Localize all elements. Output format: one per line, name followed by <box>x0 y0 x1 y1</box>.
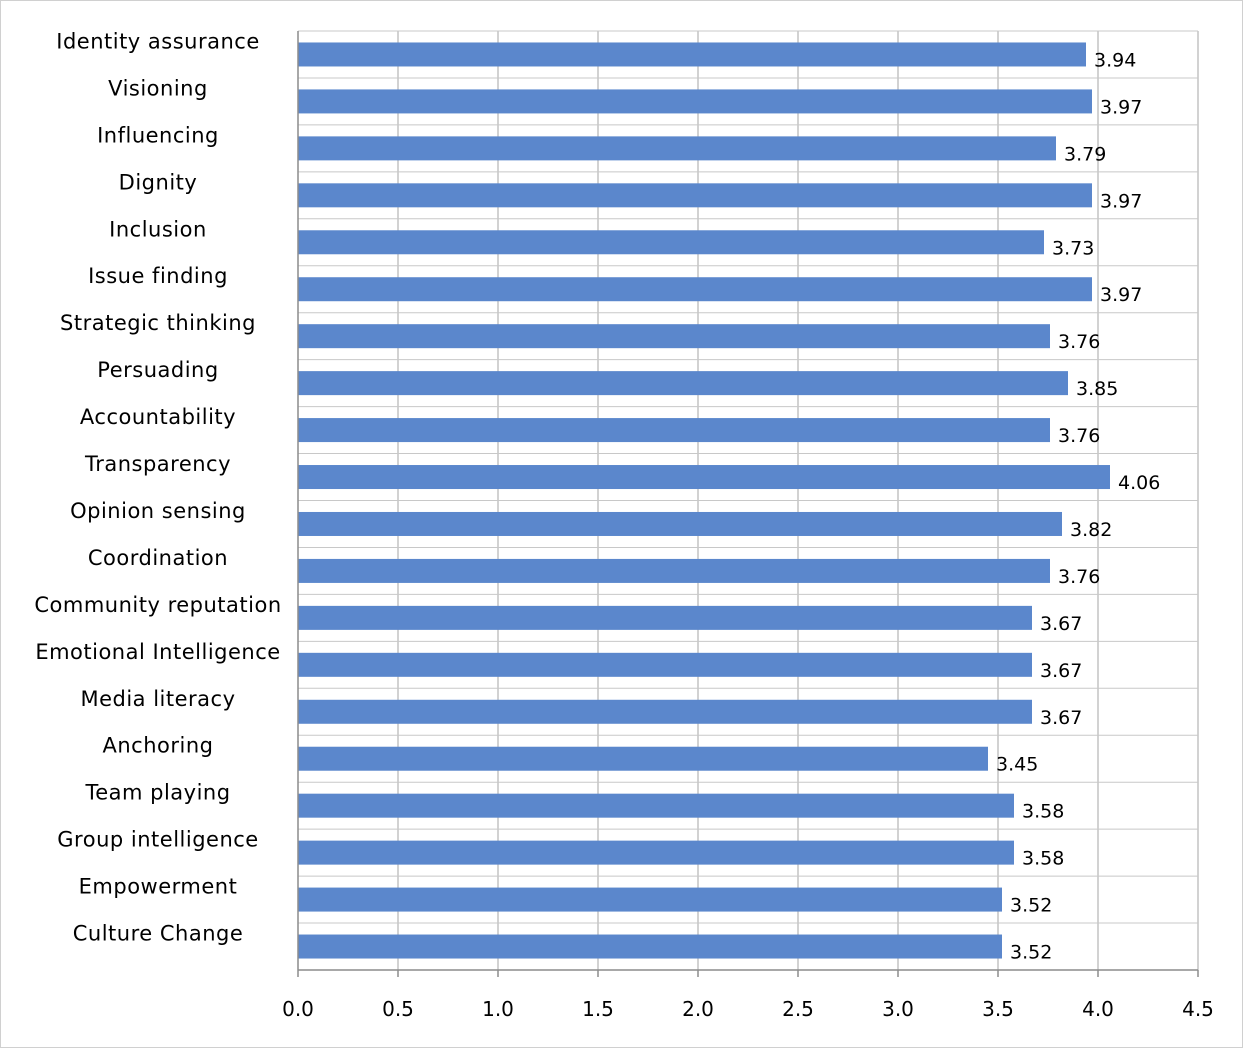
value-label: 3.94 <box>1094 49 1136 71</box>
bar <box>298 605 1032 630</box>
bar <box>298 746 988 771</box>
x-tick-label: 3.5 <box>982 997 1014 1021</box>
bar <box>298 887 1002 912</box>
category-label: Group intelligence <box>57 828 258 852</box>
value-label: 3.67 <box>1040 707 1082 729</box>
bar <box>298 183 1092 208</box>
value-label: 3.76 <box>1058 425 1100 447</box>
bar <box>298 511 1062 536</box>
category-label: Anchoring <box>103 734 214 758</box>
bar <box>298 42 1086 67</box>
category-label: Dignity <box>119 170 198 194</box>
bar <box>298 934 1002 959</box>
value-label: 3.52 <box>1010 942 1052 964</box>
value-label: 3.67 <box>1040 613 1082 635</box>
value-labels: 3.94 3.97 3.79 3.97 3.73 3.97 3.76 3.85 3.76 4.06… <box>996 49 1160 963</box>
category-label: Strategic thinking <box>60 311 256 335</box>
bar <box>298 89 1092 114</box>
bar <box>298 699 1032 724</box>
category-label: Emotional Intelligence <box>35 640 280 664</box>
category-label: Empowerment <box>79 875 238 899</box>
category-label: Accountability <box>80 405 236 429</box>
category-labels: Identity assurance Visioning Influencing Di… <box>34 29 281 945</box>
bar <box>298 418 1050 443</box>
category-label: Visioning <box>108 76 208 100</box>
x-tick-label: 1.5 <box>582 997 614 1021</box>
value-label: 3.82 <box>1070 519 1112 541</box>
x-tick-labels: 0.0 0.5 1.0 1.5 2.0 2.5 3.0 3.5 4.0 4.5 <box>282 997 1214 1021</box>
bar <box>298 840 1014 865</box>
value-label: 3.85 <box>1076 378 1118 400</box>
bar <box>298 465 1110 490</box>
category-label: Culture Change <box>73 922 244 946</box>
value-label: 3.76 <box>1058 566 1100 588</box>
bar <box>298 558 1050 583</box>
value-label: 3.79 <box>1064 143 1106 165</box>
bar <box>298 793 1014 818</box>
category-label: Identity assurance <box>56 29 260 53</box>
bar <box>298 652 1032 677</box>
category-label: Inclusion <box>109 217 207 241</box>
x-tick-label: 2.0 <box>682 997 714 1021</box>
value-label: 3.97 <box>1100 190 1142 212</box>
category-label: Persuading <box>97 358 218 382</box>
value-label: 3.58 <box>1022 801 1064 823</box>
bar <box>298 371 1068 396</box>
category-label: Influencing <box>97 123 219 147</box>
category-label: Transparency <box>84 452 231 476</box>
x-tick-label: 0.0 <box>282 997 314 1021</box>
category-label: Community reputation <box>34 593 281 617</box>
x-tick-label: 0.5 <box>382 997 414 1021</box>
bar <box>298 136 1056 161</box>
x-tick-label: 3.0 <box>882 997 914 1021</box>
category-label: Coordination <box>88 546 228 570</box>
bars <box>298 42 1110 959</box>
value-label: 3.76 <box>1058 331 1100 353</box>
bar <box>298 277 1092 302</box>
x-tick-label: 4.0 <box>1082 997 1114 1021</box>
value-label: 3.52 <box>1010 895 1052 917</box>
grid-lines <box>298 30 1199 971</box>
value-label: 3.97 <box>1100 284 1142 306</box>
category-label: Team playing <box>84 781 230 805</box>
value-label: 3.73 <box>1052 237 1094 259</box>
axes <box>297 31 1199 977</box>
category-label: Issue finding <box>88 264 228 288</box>
value-label: 3.67 <box>1040 660 1082 682</box>
value-label: 3.58 <box>1022 848 1064 870</box>
value-label: 3.45 <box>996 754 1038 776</box>
value-label: 3.97 <box>1100 96 1142 118</box>
value-label: 4.06 <box>1118 472 1160 494</box>
category-label: Opinion sensing <box>70 499 246 523</box>
category-label: Media literacy <box>80 687 235 711</box>
bar <box>298 324 1050 349</box>
x-tick-label: 2.5 <box>782 997 814 1021</box>
bar <box>298 230 1044 255</box>
x-tick-label: 4.5 <box>1182 997 1214 1021</box>
x-tick-label: 1.0 <box>482 997 514 1021</box>
